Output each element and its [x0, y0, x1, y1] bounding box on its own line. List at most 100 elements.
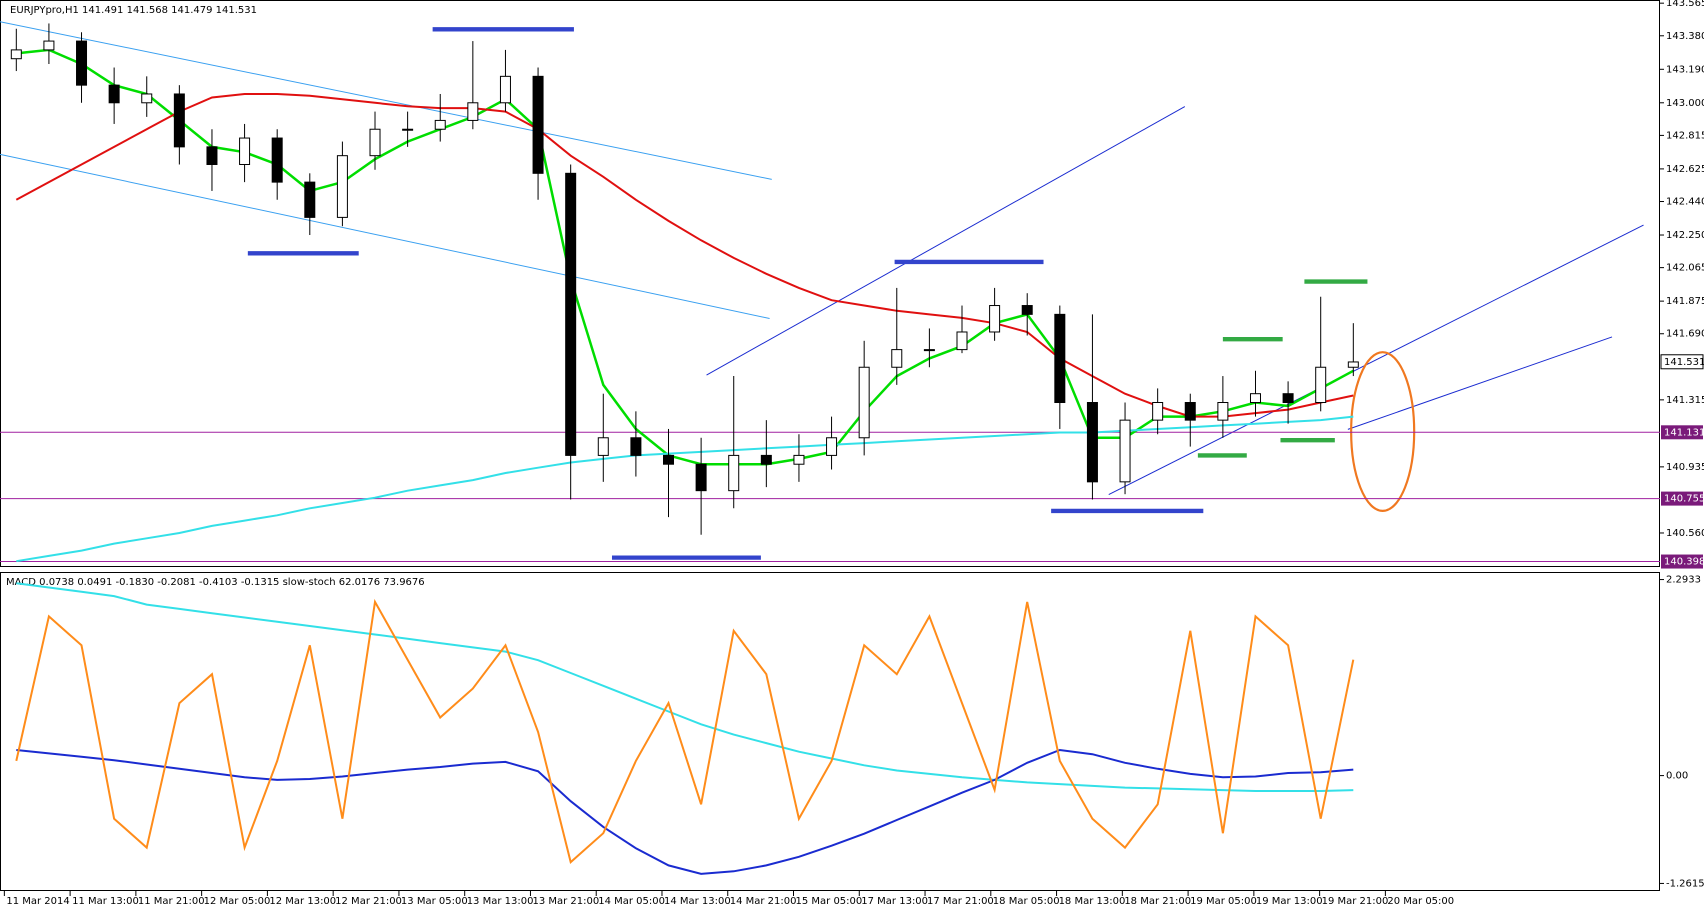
candle-body: [10, 49, 22, 60]
x-tick-label: 19 Mar 13:00: [1256, 896, 1323, 907]
x-tick-label: 17 Mar 13:00: [861, 896, 928, 907]
y-tick-label: 141.875: [1666, 296, 1704, 307]
y-tick-label: 142.065: [1666, 263, 1704, 274]
x-tick-label: 14 Mar 05:00: [598, 896, 665, 907]
indicator-line: [16, 748, 1354, 875]
chart-header: EURJPYpro,H1 141.491 141.568 141.479 141…: [10, 5, 257, 16]
y-tick-label: 142.250: [1666, 230, 1704, 241]
price-pane: [0, 0, 1660, 567]
y-tick-label: 141.690: [1666, 329, 1704, 340]
y-tick-label: 143.380: [1666, 31, 1704, 42]
candle-body: [858, 366, 870, 439]
x-tick-label: 12 Mar 21:00: [335, 896, 402, 907]
level-marks: [247, 27, 1204, 560]
macd-pane: [0, 572, 1660, 891]
level-label: 141.131: [1664, 427, 1704, 438]
indicator-line: [15, 598, 1355, 864]
y-tick-label: 0.00: [1666, 771, 1688, 782]
candle-body: [1054, 313, 1066, 404]
y-tick-label: 142.625: [1666, 164, 1704, 175]
candle-body: [43, 40, 55, 51]
candle-body: [1249, 393, 1261, 404]
level-label: 140.755: [1664, 494, 1704, 505]
x-tick-label: 14 Mar 13:00: [664, 896, 731, 907]
y-tick-label: -1.2615: [1666, 878, 1704, 889]
candle-body: [1282, 393, 1294, 404]
y-tick-label: 142.815: [1666, 130, 1704, 141]
x-tick-label: 13 Mar 05:00: [401, 896, 468, 907]
x-tick-label: 11 Mar 21:00: [138, 896, 205, 907]
candle-body: [760, 454, 772, 465]
candle-body: [1152, 402, 1164, 421]
candle-body: [630, 437, 642, 456]
candle-body: [1021, 305, 1033, 315]
y-tick-label: 143.000: [1666, 98, 1704, 109]
indicator-header: MACD 0.0738 0.0491 -0.1830 -0.2081 -0.41…: [6, 577, 425, 588]
x-tick-label: 19 Mar 21:00: [1322, 896, 1389, 907]
x-tick-label: 17 Mar 21:00: [927, 896, 994, 907]
candle-body: [826, 437, 838, 456]
candle-body: [793, 454, 805, 465]
candle-body: [467, 102, 479, 121]
candle-body: [891, 349, 903, 368]
trend-line: [1108, 224, 1644, 496]
candle-body: [663, 454, 675, 465]
level-box: [1661, 491, 1703, 506]
candle-body: [402, 128, 414, 131]
y-tick-label: 142.440: [1666, 197, 1704, 208]
candle-body: [532, 75, 544, 174]
level-marks: [1197, 279, 1368, 458]
candle-body: [206, 146, 218, 165]
y-tick-label: 143.565: [1666, 0, 1704, 9]
candle-body: [499, 75, 511, 104]
y-tick-label: 140.935: [1666, 462, 1704, 473]
x-tick-label: 18 Mar 13:00: [1059, 896, 1126, 907]
candle-body: [173, 93, 185, 148]
x-tick-label: 13 Mar 21:00: [532, 896, 599, 907]
price-label: 141.531: [1664, 357, 1704, 368]
candle-body: [369, 128, 381, 157]
candle-body: [1315, 366, 1327, 404]
level-label: 140.398: [1664, 557, 1704, 568]
candle-body: [1217, 402, 1229, 421]
candle-body: [304, 181, 316, 218]
x-tick-label: 13 Mar 13:00: [467, 896, 534, 907]
candle-body: [695, 463, 707, 492]
highlight-ellipse: [1350, 351, 1416, 512]
x-tick-label: 15 Mar 05:00: [796, 896, 863, 907]
candle-body: [141, 93, 153, 104]
candle-body: [434, 119, 446, 130]
x-tick-label: 18 Mar 21:00: [1124, 896, 1191, 907]
level-box: [1661, 425, 1703, 440]
candle-body: [336, 155, 348, 218]
candle-body: [1119, 419, 1131, 483]
x-tick-label: 20 Mar 05:00: [1387, 896, 1454, 907]
x-tick-label: 11 Mar 2014: [6, 896, 69, 907]
annotations: [0, 21, 1644, 560]
candle-body: [728, 454, 740, 492]
candle-body: [76, 40, 88, 86]
x-tick-label: 12 Mar 05:00: [204, 896, 271, 907]
candle-body: [271, 137, 283, 183]
trend-line: [0, 153, 770, 319]
candle-body: [239, 137, 251, 165]
trend-line: [0, 21, 772, 180]
x-tick-label: 14 Mar 21:00: [730, 896, 797, 907]
indicator-line: [16, 582, 1354, 792]
x-tick-label: 11 Mar 13:00: [72, 896, 139, 907]
candle-body: [1347, 361, 1359, 368]
candle-body: [1086, 402, 1098, 483]
x-tick-label: 19 Mar 05:00: [1190, 896, 1257, 907]
candle-body: [989, 305, 1001, 333]
trend-line: [706, 106, 1186, 376]
level-box: [1661, 554, 1703, 569]
trend-line: [1347, 336, 1613, 430]
candle-body: [923, 349, 935, 352]
indicator-line: [15, 93, 1354, 418]
y-tick-label: 143.190: [1666, 64, 1704, 75]
price-box: [1660, 354, 1704, 370]
y-tick-label: 141.315: [1666, 395, 1704, 406]
x-tick-label: 12 Mar 13:00: [269, 896, 336, 907]
y-tick-label: 140.560: [1666, 528, 1704, 539]
